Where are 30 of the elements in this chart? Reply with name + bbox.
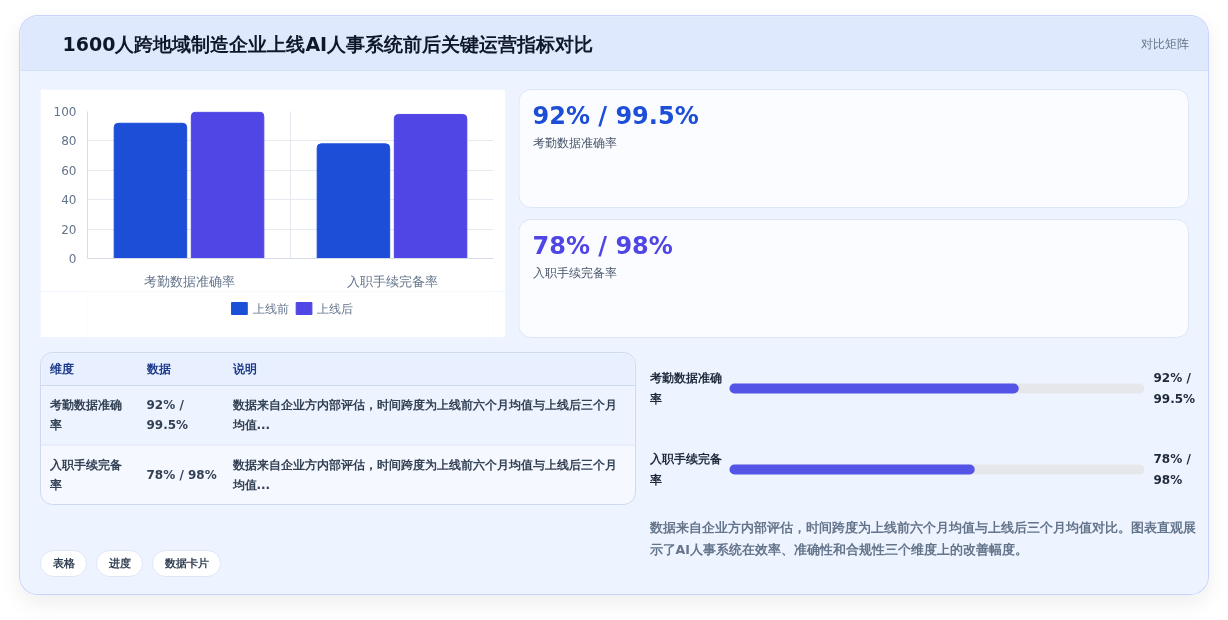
text: 对比矩阵 <box>1140 37 1189 51</box>
bar <box>316 143 391 259</box>
category-label: 说明 <box>231 362 257 376</box>
text: 92% / 99.5% <box>146 398 189 433</box>
y-tick-label: 40 <box>61 193 77 208</box>
bar <box>113 122 188 259</box>
legend-label: 上线后 <box>317 301 354 316</box>
legend-label: 上线前 <box>252 301 289 316</box>
y-tick-label: 100 <box>53 105 77 119</box>
text: 数据来自企业方内部评估，时间跨度为上线前六个月均值与上线后三个月均值对比。图表直观展示了AI人事系统在效率、准确性和合规性三个维度上的改善幅度。 <box>648 519 1196 557</box>
data-label: 78% / 98% <box>1153 452 1192 487</box>
y-tick-label: 60 <box>61 163 77 178</box>
text: 表格 <box>51 557 76 570</box>
text: 考勤数据准确率 <box>532 135 617 150</box>
text: 进度 <box>107 557 131 570</box>
category-label: 数据 <box>145 362 171 376</box>
text: 数据来自企业方内部评估，时间跨度为上线前六个月均值与上线后三个月均值... <box>232 457 617 492</box>
text: 92% / 99.5% <box>532 101 699 130</box>
y-tick-label: 0 <box>68 252 77 266</box>
y-tick-label: 80 <box>61 134 77 149</box>
y-tick-label: 20 <box>61 222 77 237</box>
bar <box>190 111 265 259</box>
data-label: 92% / 99.5% <box>1153 371 1196 406</box>
category-label: 维度 <box>48 362 74 376</box>
text: 78% / 98% <box>532 231 673 260</box>
text: 78% / 98% <box>146 467 217 482</box>
bar <box>393 113 468 259</box>
text: 数据卡片 <box>163 557 209 570</box>
chart-title: 1600人跨地域制造企业上线AI人事系统前后关键运营指标对比 <box>62 33 594 55</box>
text: 数据来自企业方内部评估，时间跨度为上线前六个月均值与上线后三个月均值... <box>232 398 617 433</box>
